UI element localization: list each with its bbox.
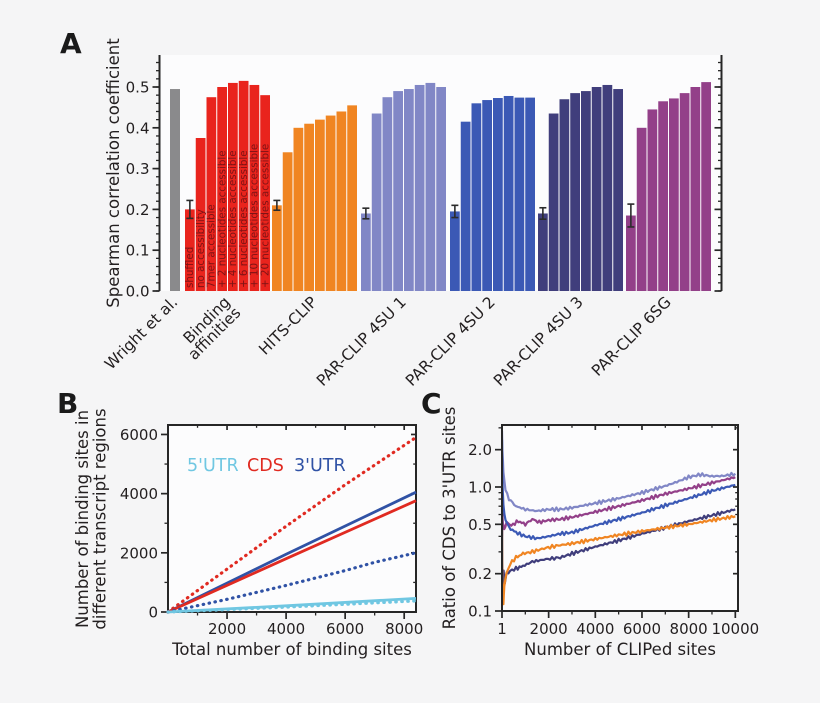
svg-text:0.3: 0.3	[126, 160, 150, 178]
svg-text:shuffled: shuffled	[184, 247, 196, 288]
svg-text:0.4: 0.4	[126, 119, 150, 137]
svg-text:8000: 8000	[670, 620, 708, 638]
svg-text:HITS-CLIP: HITS-CLIP	[255, 293, 320, 358]
svg-text:1: 1	[497, 620, 507, 638]
svg-text:Number of CLIPed sites: Number of CLIPed sites	[524, 640, 716, 659]
svg-text:+ 20 nucleotides accessible: + 20 nucleotides accessible	[259, 144, 271, 288]
svg-text:0.5: 0.5	[468, 516, 492, 534]
svg-text:2.0: 2.0	[468, 441, 492, 459]
svg-text:Bindingaffinities: Bindingaffinities	[174, 293, 244, 363]
svg-text:0.5: 0.5	[126, 79, 150, 97]
panel-b-label: B	[57, 387, 79, 420]
svg-text:1.0: 1.0	[468, 479, 492, 497]
svg-text:Number of binding sites indiff: Number of binding sites indifferent tran…	[73, 408, 110, 629]
svg-text:+ 2 nucleotides accessible: + 2 nucleotides accessible	[216, 150, 228, 288]
svg-text:0.1: 0.1	[126, 242, 150, 260]
svg-text:6000: 6000	[326, 620, 364, 638]
svg-text:4000: 4000	[576, 620, 614, 638]
svg-text:0.2: 0.2	[126, 201, 150, 219]
svg-text:PAR-CLIP 6SG: PAR-CLIP 6SG	[588, 293, 675, 380]
svg-text:2000: 2000	[120, 544, 158, 562]
panel-a-label: A	[60, 27, 82, 60]
panel-c-label: C	[421, 387, 442, 420]
svg-text:Spearman correlation coefficie: Spearman correlation coefficient	[104, 38, 123, 308]
svg-text:no accessibility: no accessibility	[195, 209, 207, 288]
svg-text:3'UTR: 3'UTR	[294, 456, 346, 476]
svg-text:+ 10 nucleotides accessible: + 10 nucleotides accessible	[249, 144, 261, 288]
svg-text:6000: 6000	[120, 426, 158, 444]
svg-text:2000: 2000	[208, 620, 246, 638]
svg-text:0.2: 0.2	[468, 565, 492, 583]
svg-text:2000: 2000	[530, 620, 568, 638]
svg-text:PAR-CLIP 4SU 1: PAR-CLIP 4SU 1	[313, 293, 410, 390]
svg-text:+ 6 nucleotides accessible: + 6 nucleotides accessible	[238, 150, 250, 288]
svg-text:8000: 8000	[385, 620, 423, 638]
svg-text:4000: 4000	[120, 485, 158, 503]
svg-text:Ratio of CDS to 3'UTR sites: Ratio of CDS to 3'UTR sites	[440, 407, 459, 630]
svg-text:7mer accessible: 7mer accessible	[206, 204, 218, 288]
svg-text:10000: 10000	[711, 620, 759, 638]
svg-text:Total number of binding sites: Total number of binding sites	[171, 640, 412, 659]
svg-text:PAR-CLIP 4SU 2: PAR-CLIP 4SU 2	[402, 293, 499, 390]
svg-text:0: 0	[148, 604, 158, 622]
svg-text:4000: 4000	[267, 620, 305, 638]
svg-text:6000: 6000	[623, 620, 661, 638]
svg-text:0.1: 0.1	[468, 603, 492, 621]
svg-text:5'UTR: 5'UTR	[187, 456, 239, 476]
svg-text:CDS: CDS	[247, 456, 284, 476]
svg-text:PAR-CLIP 4SU 3: PAR-CLIP 4SU 3	[490, 293, 587, 390]
svg-text:+ 4 nucleotides accessible: + 4 nucleotides accessible	[227, 150, 239, 288]
svg-text:0.0: 0.0	[126, 283, 150, 301]
